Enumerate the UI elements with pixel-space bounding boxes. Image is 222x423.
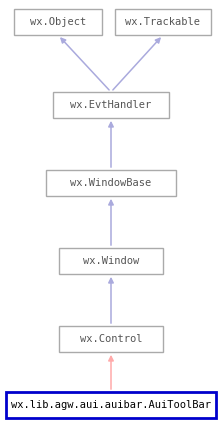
Text: wx.WindowBase: wx.WindowBase xyxy=(70,178,152,188)
Text: wx.EvtHandler: wx.EvtHandler xyxy=(70,100,152,110)
FancyBboxPatch shape xyxy=(53,92,169,118)
FancyBboxPatch shape xyxy=(115,9,211,35)
Text: wx.Window: wx.Window xyxy=(83,256,139,266)
FancyBboxPatch shape xyxy=(14,9,102,35)
Text: wx.Trackable: wx.Trackable xyxy=(125,17,200,27)
FancyBboxPatch shape xyxy=(59,326,163,352)
Text: wx.Object: wx.Object xyxy=(30,17,86,27)
Text: wx.Control: wx.Control xyxy=(80,334,142,344)
Text: wx.lib.agw.aui.auibar.AuiToolBar: wx.lib.agw.aui.auibar.AuiToolBar xyxy=(11,400,211,410)
FancyBboxPatch shape xyxy=(6,392,216,418)
FancyBboxPatch shape xyxy=(46,170,176,196)
FancyBboxPatch shape xyxy=(59,248,163,274)
